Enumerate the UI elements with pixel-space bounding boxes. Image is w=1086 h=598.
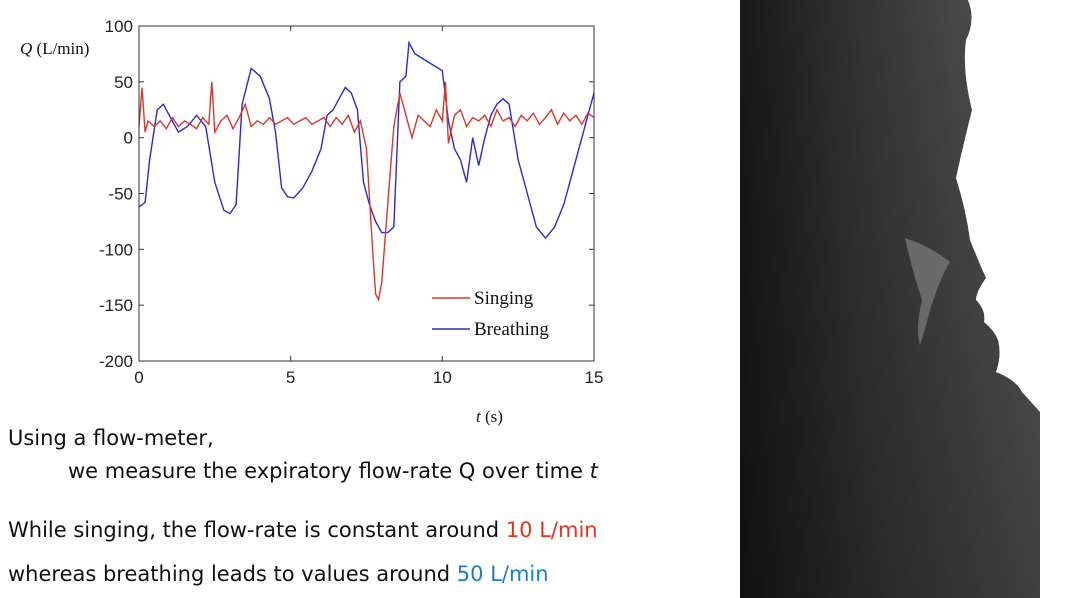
caption-line-1: Using a flow-meter, bbox=[8, 426, 214, 450]
y-axis-label: Q (L/min) bbox=[20, 39, 89, 58]
y-tick-label: -200 bbox=[99, 352, 133, 371]
x-tick-label: 0 bbox=[134, 368, 143, 387]
y-tick-label: 50 bbox=[114, 73, 133, 92]
y-tick-label: 100 bbox=[105, 17, 133, 36]
breathing-value: 50 L/min bbox=[456, 562, 549, 586]
x-axis-label: t (s) bbox=[476, 407, 503, 426]
chart-legend: Singing Breathing bbox=[432, 288, 549, 340]
profile-photo bbox=[740, 0, 1086, 598]
legend-label-breathing: Breathing bbox=[474, 319, 549, 340]
series-line-singing bbox=[138, 81, 595, 302]
series-line-breathing bbox=[138, 40, 595, 240]
y-tick-label: -100 bbox=[99, 240, 133, 259]
y-tick-label: -150 bbox=[99, 296, 133, 315]
caption-line-2: we measure the expiratory flow-rate Q ov… bbox=[68, 459, 598, 483]
y-tick-label: 0 bbox=[124, 129, 133, 148]
y-tick-label: -50 bbox=[108, 185, 133, 204]
x-tick-label: 5 bbox=[286, 368, 295, 387]
x-tick-label: 10 bbox=[433, 368, 452, 387]
x-tick-label: 15 bbox=[585, 368, 604, 387]
legend-label-singing: Singing bbox=[474, 288, 534, 309]
caption-line-3: While singing, the flow-rate is constant… bbox=[8, 518, 598, 542]
singing-value: 10 L/min bbox=[505, 518, 598, 542]
caption-line-4: whereas breathing leads to values around… bbox=[8, 562, 549, 586]
